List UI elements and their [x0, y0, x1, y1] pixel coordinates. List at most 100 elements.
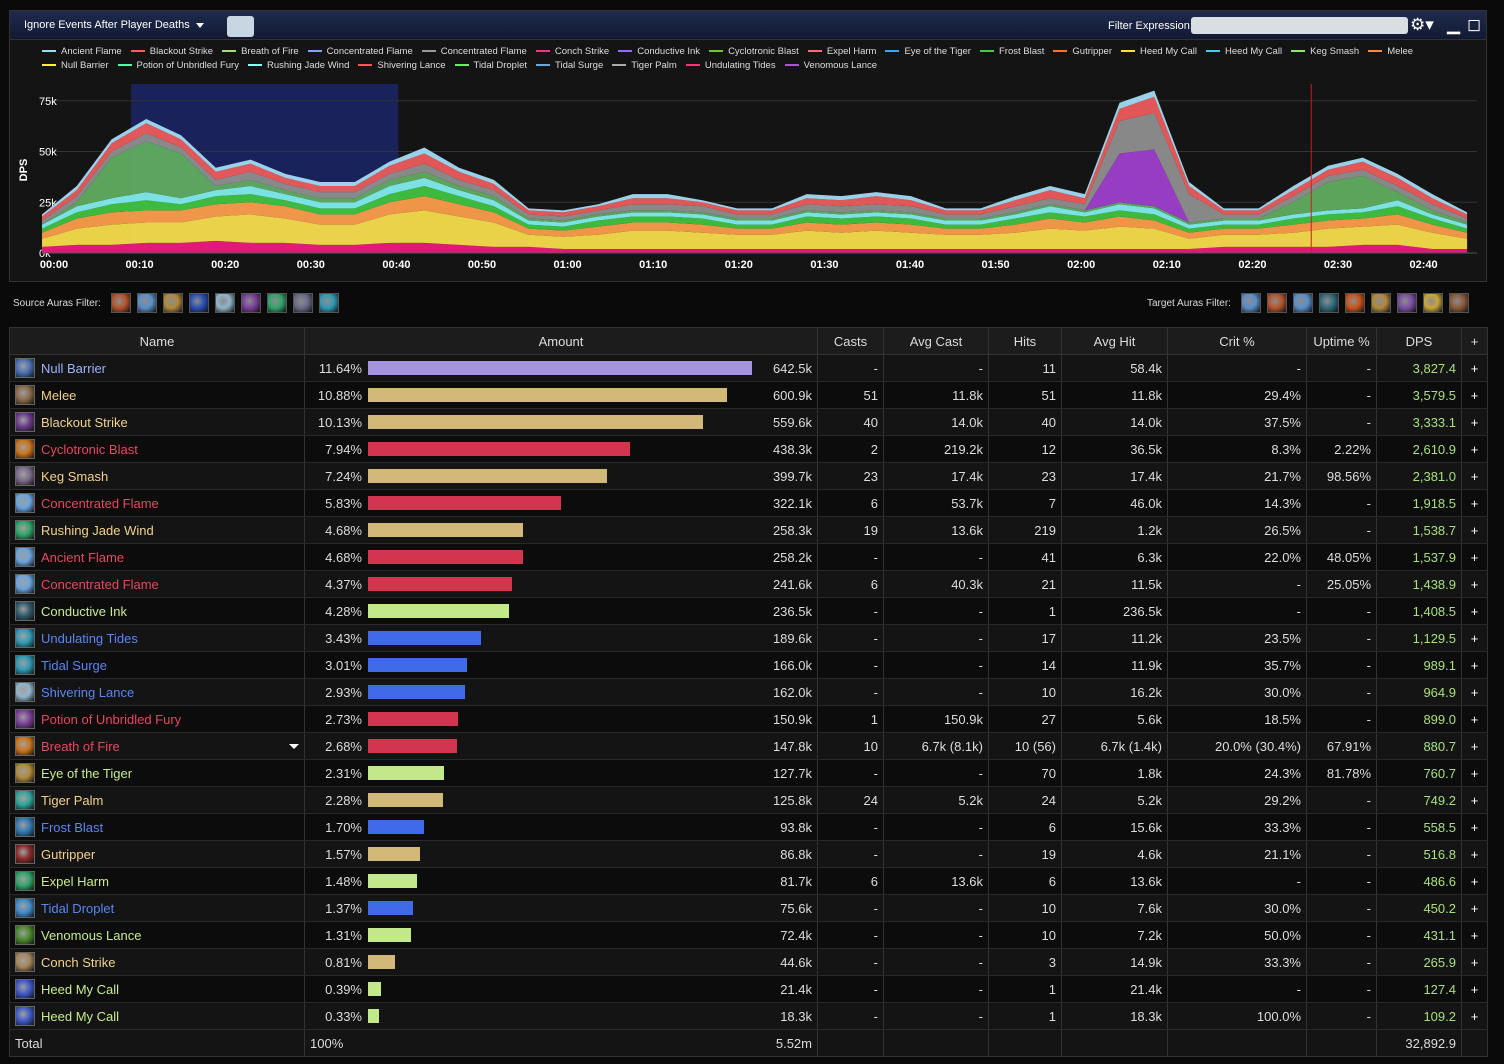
source-aura-icon[interactable]	[110, 293, 131, 313]
target-aura-icon[interactable]	[1448, 293, 1469, 313]
table-row[interactable]: Venomous Lance 1.31% 72.4k - -10 7.2k 50.0% -43…	[9, 921, 1488, 949]
add-button[interactable]: +	[1461, 489, 1488, 517]
target-aura-icon[interactable]	[1370, 293, 1391, 313]
table-row[interactable]: Ancient Flame 4.68% 258.2k - -41 6.3k 22.0% 48.…	[9, 543, 1488, 571]
ability-name[interactable]: Eye of the Tiger	[41, 765, 133, 781]
table-row[interactable]: Keg Smash 7.24% 399.7k 23 17.4k 23 17.4k 21.7% 9…	[9, 462, 1488, 490]
legend-item[interactable]: Cyclotronic Blast	[709, 45, 799, 59]
legend-item[interactable]: Keg Smash	[1291, 45, 1359, 59]
table-row[interactable]: Null Barrier 11.64% 642.5k - -11 58.4k - -3,827…	[9, 354, 1488, 382]
maximize-icon[interactable]: ◻	[1467, 15, 1482, 34]
column-header[interactable]: Name	[9, 327, 305, 355]
ability-name[interactable]: Shivering Lance	[41, 684, 135, 700]
filter-expression-input[interactable]	[1191, 17, 1408, 34]
add-button[interactable]: +	[1461, 624, 1488, 652]
table-row[interactable]: Cyclotronic Blast 7.94% 438.3k 2 219.2k 12 36.…	[9, 435, 1488, 463]
target-aura-icon[interactable]	[1240, 293, 1261, 313]
add-button[interactable]: +	[1461, 975, 1488, 1003]
target-aura-icon[interactable]	[1318, 293, 1339, 313]
legend-item[interactable]: Tiger Palm	[612, 59, 677, 73]
ability-name[interactable]: Breath of Fire	[41, 738, 120, 754]
add-button[interactable]: +	[1461, 651, 1488, 679]
table-row[interactable]: Expel Harm 1.48% 81.7k 6 13.6k 6 13.6k - -486.6 +	[9, 867, 1488, 895]
source-aura-icon[interactable]	[188, 293, 209, 313]
legend-item[interactable]: Venomous Lance	[784, 59, 877, 73]
add-button[interactable]: +	[1461, 732, 1488, 760]
legend-item[interactable]: Potion of Unbridled Fury	[117, 59, 239, 73]
legend-item[interactable]: Undulating Tides	[685, 59, 776, 73]
column-header[interactable]: Casts	[817, 327, 884, 355]
legend-item[interactable]: Tidal Surge	[536, 59, 603, 73]
source-aura-icon[interactable]	[136, 293, 157, 313]
dps-chart[interactable]: 0k 25k 50k 75k 00:00 00:10 00:20 00:30 00:40 00:5…	[9, 40, 1487, 282]
ability-name[interactable]: Tiger Palm	[41, 792, 104, 808]
source-aura-icon[interactable]	[292, 293, 313, 313]
toggle-button[interactable]	[227, 16, 254, 37]
add-button[interactable]: +	[1461, 813, 1488, 841]
column-header[interactable]: Avg Cast	[883, 327, 989, 355]
table-row[interactable]: Blackout Strike 10.13% 559.6k 40 14.0k 40 14.0…	[9, 408, 1488, 436]
table-row[interactable]: Heed My Call 0.33% 18.3k - -1 18.3k 100.0% -109…	[9, 1002, 1488, 1030]
source-aura-icon[interactable]	[214, 293, 235, 313]
table-row[interactable]: Frost Blast 1.70% 93.8k - -6 15.6k 33.3% -558.5…	[9, 813, 1488, 841]
ability-name[interactable]: Melee	[41, 387, 77, 403]
table-row[interactable]: Eye of the Tiger 2.31% 127.7k - -70 1.8k 24.3%…	[9, 759, 1488, 787]
target-aura-icon[interactable]	[1396, 293, 1417, 313]
ability-name[interactable]: Ancient Flame	[41, 549, 125, 565]
ability-name[interactable]: Concentrated Flame	[41, 495, 159, 511]
ability-name[interactable]: Keg Smash	[41, 468, 109, 484]
ability-name[interactable]: Concentrated Flame	[41, 576, 159, 592]
ability-name[interactable]: Heed My Call	[41, 981, 120, 997]
legend-item[interactable]: Gutripper	[1053, 45, 1112, 59]
table-row[interactable]: Tiger Palm 2.28% 125.8k 24 5.2k 24 5.2k 29.2% -7…	[9, 786, 1488, 814]
ability-name[interactable]: Tidal Surge	[41, 657, 107, 673]
table-row[interactable]: Concentrated Flame 5.83% 322.1k 6 53.7k 7 46.0…	[9, 489, 1488, 517]
legend-item[interactable]: Concentrated Flame	[421, 45, 527, 59]
add-button[interactable]: +	[1461, 435, 1488, 463]
legend-item[interactable]: Expel Harm	[807, 45, 876, 59]
source-aura-icon[interactable]	[240, 293, 261, 313]
add-button[interactable]: +	[1461, 381, 1488, 409]
ability-name[interactable]: Conductive Ink	[41, 603, 127, 619]
legend-item[interactable]: Shivering Lance	[358, 59, 446, 73]
minimize-icon[interactable]: ▁	[1447, 15, 1461, 34]
add-button[interactable]: +	[1461, 948, 1488, 976]
add-button[interactable]: +	[1461, 543, 1488, 571]
ability-name[interactable]: Cyclotronic Blast	[41, 441, 138, 457]
source-aura-icon[interactable]	[162, 293, 183, 313]
ability-name[interactable]: Gutripper	[41, 846, 96, 862]
legend-item[interactable]: Heed My Call	[1206, 45, 1282, 59]
column-header[interactable]: Crit %	[1167, 327, 1307, 355]
ability-name[interactable]: Tidal Droplet	[41, 900, 115, 916]
target-aura-icon[interactable]	[1422, 293, 1443, 313]
ability-name[interactable]: Undulating Tides	[41, 630, 138, 646]
table-row[interactable]: Undulating Tides 3.43% 189.6k - -17 11.2k 23.5…	[9, 624, 1488, 652]
table-row[interactable]: Concentrated Flame 4.37% 241.6k 6 40.3k 21 11.…	[9, 570, 1488, 598]
add-button[interactable]: +	[1461, 705, 1488, 733]
ability-name[interactable]: Null Barrier	[41, 360, 107, 376]
add-button[interactable]: +	[1461, 759, 1488, 787]
legend-item[interactable]: Eye of the Tiger	[885, 45, 971, 59]
add-button[interactable]: +	[1461, 894, 1488, 922]
ability-name[interactable]: Conch Strike	[41, 954, 116, 970]
table-row[interactable]: Conch Strike 0.81% 44.6k - -3 14.9k 33.3% -265.…	[9, 948, 1488, 976]
target-aura-icon[interactable]	[1292, 293, 1313, 313]
table-row[interactable]: Gutripper 1.57% 86.8k - -19 4.6k 21.1% -516.8 +	[9, 840, 1488, 868]
add-button[interactable]: +	[1461, 408, 1488, 436]
legend-item[interactable]: Rushing Jade Wind	[247, 59, 349, 73]
column-header[interactable]: Hits	[988, 327, 1062, 355]
table-row[interactable]: Heed My Call 0.39% 21.4k - -1 21.4k - -127.4 +	[9, 975, 1488, 1003]
ability-name[interactable]: Frost Blast	[41, 819, 104, 835]
add-button[interactable]: +	[1461, 921, 1488, 949]
column-header[interactable]: +	[1461, 327, 1488, 355]
add-button[interactable]: +	[1461, 678, 1488, 706]
add-button[interactable]: +	[1461, 786, 1488, 814]
table-row[interactable]: Conductive Ink 4.28% 236.5k - -1 236.5k - -1,40…	[9, 597, 1488, 625]
table-row[interactable]: Tidal Droplet 1.37% 75.6k - -10 7.6k 30.0% -450…	[9, 894, 1488, 922]
legend-item[interactable]: Conch Strike	[535, 45, 609, 59]
target-aura-icon[interactable]	[1266, 293, 1287, 313]
ability-name[interactable]: Potion of Unbridled Fury	[41, 711, 182, 727]
legend-item[interactable]: Breath of Fire	[222, 45, 299, 59]
column-header[interactable]: Amount	[304, 327, 818, 355]
table-row[interactable]: Tidal Surge 3.01% 166.0k - -14 11.9k 35.7% -989…	[9, 651, 1488, 679]
